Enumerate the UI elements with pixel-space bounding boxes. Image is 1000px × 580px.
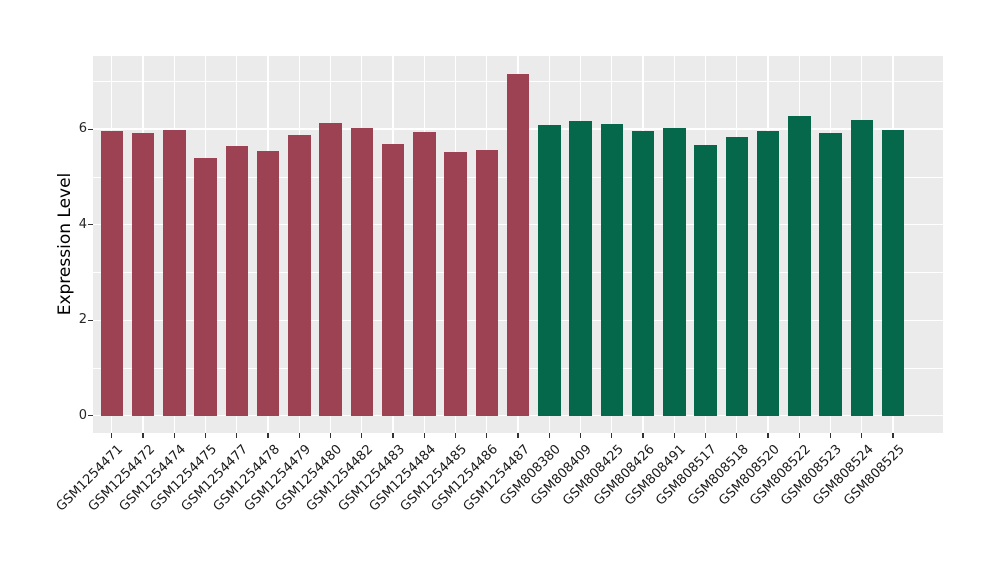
x-tick-mark <box>392 433 394 438</box>
y-tick-label-0: 0 <box>78 407 87 423</box>
x-tick-mark <box>892 433 894 438</box>
y-tick-label-4: 4 <box>78 216 87 232</box>
bar-GSM1254486 <box>475 150 498 416</box>
y-tick-label-2: 2 <box>78 312 87 328</box>
bar-GSM808425 <box>600 123 623 416</box>
x-tick-mark <box>236 433 238 438</box>
bar-GSM808522 <box>788 115 811 416</box>
y-tick-mark-0 <box>88 415 93 417</box>
x-tick-mark <box>861 433 863 438</box>
y-tick-mark-2 <box>88 319 93 321</box>
x-tick-mark <box>673 433 675 438</box>
y-tick-mark-6 <box>88 128 93 130</box>
x-tick-mark <box>611 433 613 438</box>
bar-GSM1254487 <box>506 74 530 416</box>
bar-GSM1254484 <box>413 132 436 416</box>
bar-GSM1254478 <box>256 151 280 416</box>
bar-GSM808491 <box>663 128 686 416</box>
bar-GSM1254485 <box>444 151 467 416</box>
plot-panel <box>93 56 943 433</box>
bar-GSM1254477 <box>225 145 248 416</box>
bar-GSM808524 <box>850 120 873 416</box>
x-tick-mark <box>454 433 457 438</box>
x-tick-mark <box>486 433 488 438</box>
x-tick-mark <box>173 433 175 438</box>
x-tick-mark <box>361 433 363 438</box>
x-tick-mark <box>423 433 425 438</box>
bar-GSM1254475 <box>194 158 217 416</box>
x-tick-mark <box>142 433 144 438</box>
bar-GSM808523 <box>819 133 842 416</box>
x-tick-mark <box>736 433 738 438</box>
bar-GSM1254479 <box>288 135 311 416</box>
x-tick-mark <box>517 433 519 438</box>
bar-GSM1254474 <box>163 130 186 416</box>
x-tick-mark <box>579 433 582 438</box>
y-tick-label-6: 6 <box>78 121 87 137</box>
bar-GSM808409 <box>569 121 592 416</box>
x-tick-mark <box>767 433 769 438</box>
bar-GSM808517 <box>694 145 717 416</box>
x-tick-mark <box>298 433 300 438</box>
y-axis-title: Expression Level <box>55 172 75 316</box>
bar-GSM1254472 <box>131 132 155 416</box>
x-tick-mark <box>548 433 550 438</box>
bar-GSM1254480 <box>319 122 342 416</box>
x-tick-mark <box>798 433 800 438</box>
x-tick-mark <box>267 433 269 438</box>
x-tick-mark <box>111 433 113 438</box>
bar-GSM808380 <box>538 125 561 416</box>
bar-GSM1254471 <box>100 130 123 416</box>
bar-GSM808518 <box>725 137 748 416</box>
bar-GSM1254482 <box>350 128 373 416</box>
bar-GSM808525 <box>881 130 905 416</box>
y-tick-mark-4 <box>88 224 93 226</box>
bar-GSM808520 <box>756 131 780 416</box>
x-tick-mark <box>704 433 707 438</box>
x-tick-mark <box>642 433 644 438</box>
bar-GSM808426 <box>631 130 655 416</box>
x-tick-mark <box>829 433 832 438</box>
x-tick-mark <box>204 433 207 438</box>
bar-GSM1254483 <box>381 143 405 416</box>
x-tick-mark <box>329 433 332 438</box>
